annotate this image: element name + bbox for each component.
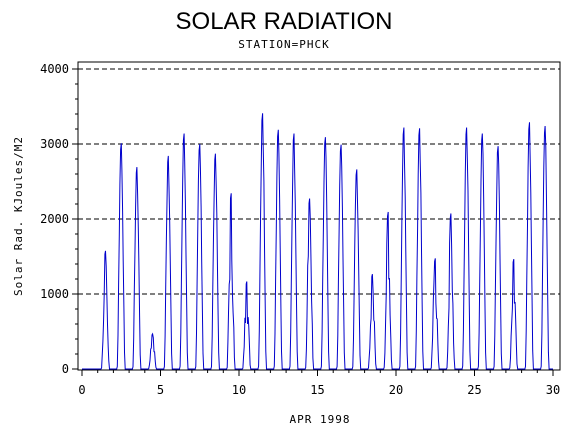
y-tick-label: 0 <box>62 362 69 376</box>
x-tick-label: 0 <box>78 383 85 397</box>
x-tick-label: 5 <box>157 383 164 397</box>
x-tick-label: 20 <box>389 383 403 397</box>
chart-title: SOLAR RADIATION <box>176 8 393 35</box>
x-tick-label: 15 <box>310 383 324 397</box>
x-axis-label: APR 1998 <box>290 413 351 426</box>
gridlines <box>78 68 560 295</box>
solar-radiation-series-line <box>82 113 553 370</box>
x-axis-ticks: 0 5 10 15 20 25 30 <box>78 370 560 397</box>
y-tick-label: 1000 <box>40 287 69 301</box>
x-tick-label: 25 <box>467 383 481 397</box>
y-axis-ticks: 0 1000 2000 3000 4000 <box>40 62 78 376</box>
y-tick-label: 3000 <box>40 137 69 151</box>
y-tick-label: 4000 <box>40 62 69 76</box>
x-tick-label: 10 <box>232 383 246 397</box>
y-axis-label: Solar Rad. KJoules/M2 <box>12 136 25 296</box>
plot-frame <box>77 61 561 371</box>
x-tick-label: 30 <box>546 383 560 397</box>
y-tick-label: 2000 <box>40 212 69 226</box>
chart-subtitle: STATION=PHCK <box>238 38 329 51</box>
